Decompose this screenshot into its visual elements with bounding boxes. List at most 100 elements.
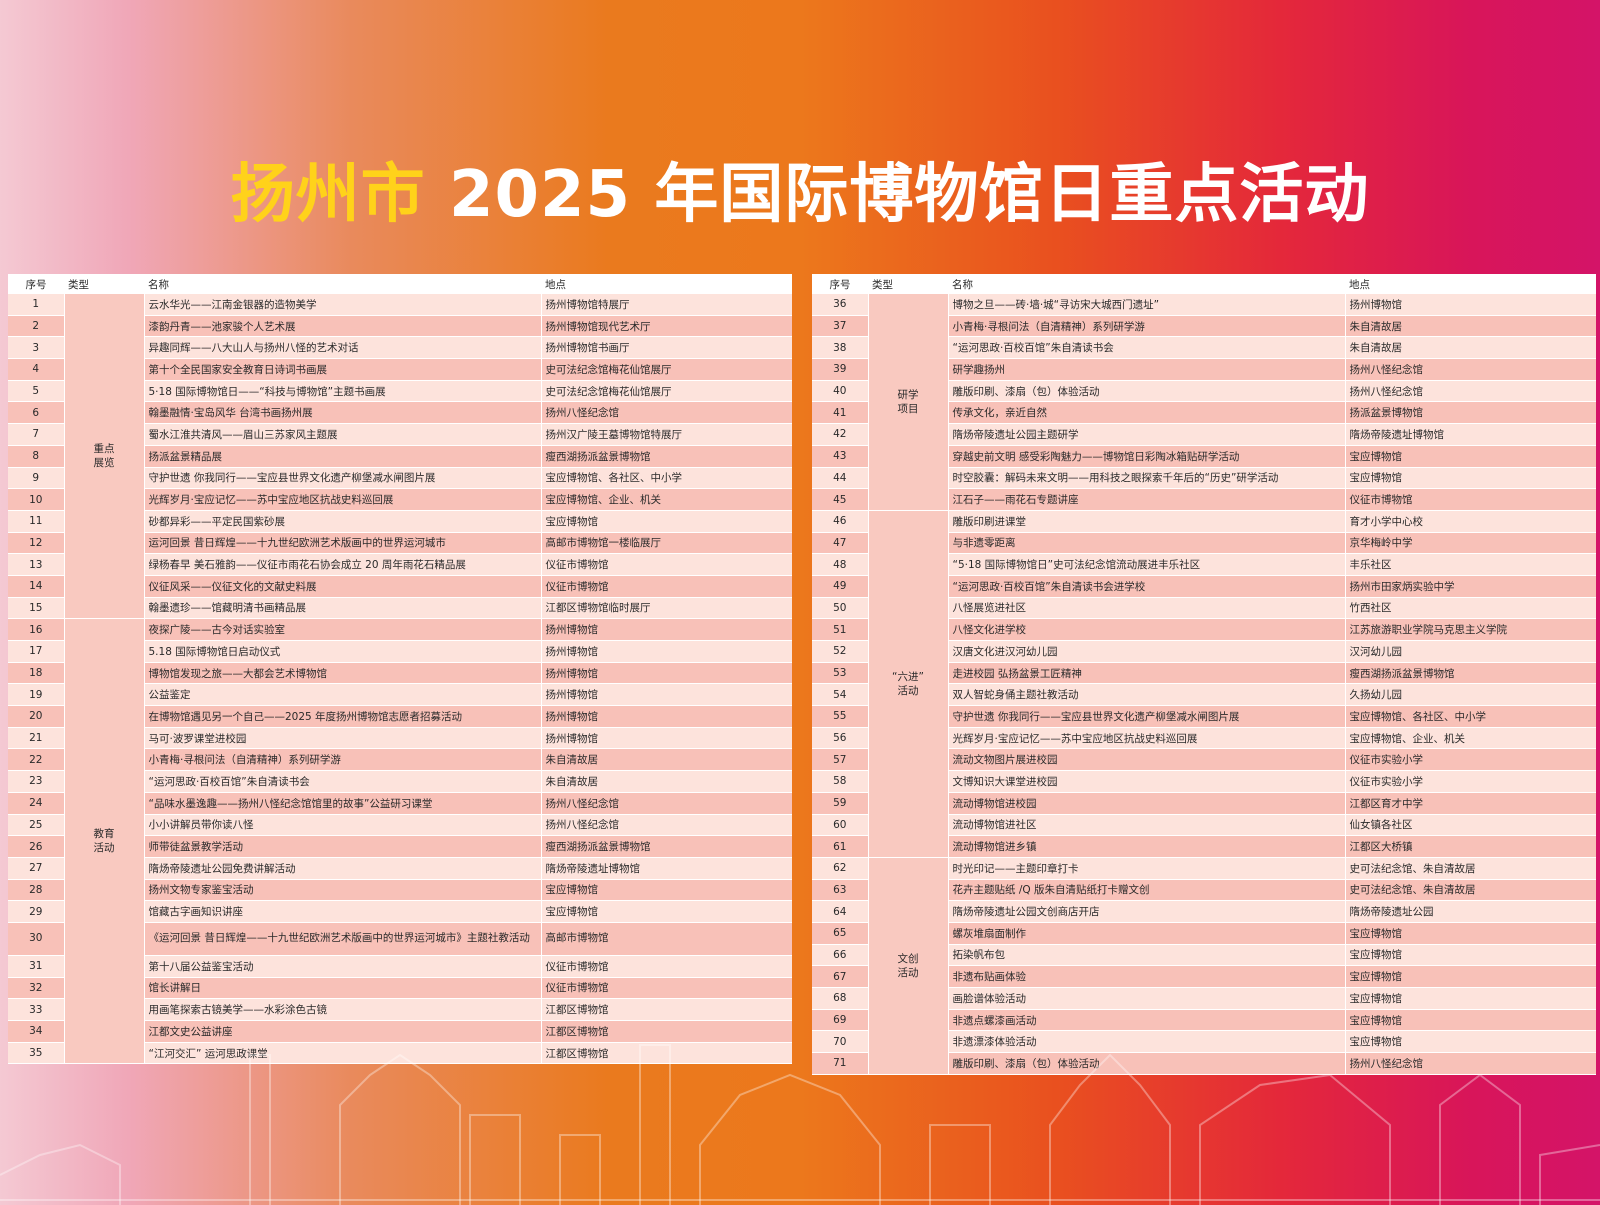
row-number: 26 [8, 835, 65, 858]
activity-place: 育才小学中心校 [1345, 510, 1596, 533]
row-number: 2 [8, 315, 65, 338]
header-no: 序号 [812, 274, 868, 294]
activity-place: 仪征市实验小学 [1345, 748, 1596, 772]
table-row: 61 流动博物馆进乡镇 江都区大桥镇 [812, 835, 1596, 858]
table-row: 13 绿杨春早 美石雅韵——仪征市雨花石协会成立 20 周年雨花石精品展 仪征市博物… [8, 553, 792, 576]
row-number: 35 [8, 1042, 65, 1065]
row-number: 5 [8, 380, 65, 403]
activity-place: 扬州博物馆书画厅 [541, 336, 792, 360]
activity-name: 蜀水江淮共清风——眉山三苏家风主题展 [144, 423, 542, 446]
table-row: 20 在博物馆遇见另一个自己——2025 年度扬州博物馆志愿者招募活动 扬州博物馆 [8, 705, 792, 728]
activity-place: 宝应博物馆 [1345, 944, 1596, 967]
header-place: 地点 [541, 274, 792, 294]
activity-place: 仪征市博物馆 [541, 955, 792, 978]
table-header: 序号 类型 名称 地点 [812, 274, 1596, 294]
activity-place: 扬州八怪纪念馆 [1345, 380, 1596, 403]
table-row: 55 守护世遗 你我同行——宝应县世界文化遗产柳堡减水闸图片展 宝应博物馆、各社区、… [812, 705, 1596, 728]
activity-name: 绿杨春早 美石雅韵——仪征市雨花石协会成立 20 周年雨花石精品展 [144, 553, 542, 576]
activity-name: 螺灰堆扇面制作 [948, 922, 1346, 945]
table-row: 43 穿越史前文明 感受彩陶魅力——博物馆日彩陶冰箱贴研学活动 宝应博物馆 [812, 445, 1596, 468]
table-row: 26 师带徒盆景教学活动 瘦西湖扬派盆景博物馆 [8, 835, 792, 858]
activity-name: 博物之旦——砖·墙·城“寻访宋大城西门遗址” [948, 294, 1346, 316]
table-row: 19 公益鉴定 扬州博物馆 [8, 683, 792, 707]
activity-name: 光辉岁月·宝应记忆——苏中宝应地区抗战史料巡回展 [948, 727, 1346, 750]
row-number: 46 [812, 510, 869, 533]
row-number: 14 [8, 575, 65, 598]
table-row: 42 隋炀帝陵遗址公园主题研学 隋炀帝陵遗址博物馆 [812, 423, 1596, 446]
row-number: 62 [812, 857, 869, 880]
row-number: 44 [812, 467, 869, 490]
activity-place: 高邮市博物馆 [541, 922, 792, 956]
activity-place: 江都区大桥镇 [1345, 835, 1596, 858]
row-number: 38 [812, 336, 869, 360]
table-row: 65 螺灰堆扇面制作 宝应博物馆 [812, 922, 1596, 945]
table-row: 62 文创 活动 时光印记——主题印章打卡 史可法纪念馆、朱自清故居 [812, 857, 1596, 1075]
activity-name: 小青梅·寻根问法（自清精神）系列研学游 [948, 315, 1346, 338]
row-number: 9 [8, 467, 65, 490]
activity-name: 与非遗零距离 [948, 532, 1346, 555]
row-number: 12 [8, 532, 65, 555]
table-row: 49 “运河思政·百校百馆”朱自清读书会进学校 扬州市田家炳实验中学 [812, 575, 1596, 598]
schedule-table-left: 序号 类型 名称 地点 1 重点 展览 云水华光——江南金银器的造物美学 扬州博物馆特… [8, 274, 792, 1065]
row-number: 42 [812, 423, 869, 446]
row-number: 60 [812, 814, 869, 837]
activity-name: 双人智蛇身俑主题社教活动 [948, 683, 1346, 707]
activity-name: 扬州文物专家鉴宝活动 [144, 879, 542, 902]
activity-name: 雕版印刷、漆扇（包）体验活动 [948, 1052, 1346, 1075]
header-type: 类型 [868, 274, 948, 294]
activity-place: 瘦西湖扬派盆景博物馆 [541, 445, 792, 468]
table-row: 9 守护世遗 你我同行——宝应县世界文化遗产柳堡减水闸图片展 宝应博物馆、各社区、中… [8, 467, 792, 490]
activity-place: 扬州八怪纪念馆 [541, 814, 792, 837]
activity-name: 漆韵丹青——池家骏个人艺术展 [144, 315, 542, 338]
activity-place: 仪征市博物馆 [541, 977, 792, 1000]
activity-place: 扬州博物馆 [1345, 294, 1596, 316]
activity-place: 宝应博物馆、企业、机关 [541, 488, 792, 511]
row-number: 8 [8, 445, 65, 468]
table-row: 54 双人智蛇身俑主题社教活动 久扬幼儿园 [812, 683, 1596, 707]
row-number: 50 [812, 597, 869, 620]
activity-name: 光辉岁月·宝应记忆——苏中宝应地区抗战史料巡回展 [144, 488, 542, 511]
activity-place: 江都区育才中学 [1345, 792, 1596, 815]
activity-place: 汉河幼儿园 [1345, 640, 1596, 663]
activity-name: 扬派盆景精品展 [144, 445, 542, 468]
activity-place: 仪征市博物馆 [541, 575, 792, 598]
activity-name: 时空胶囊：解码未来文明——用科技之眼探索千年后的“历史”研学活动 [948, 467, 1346, 490]
activity-name: 流动文物图片展进校园 [948, 748, 1346, 772]
activity-name: 砂都异彩——平定民国紫砂展 [144, 510, 542, 533]
table-row: 27 隋炀帝陵遗址公园免费讲解活动 隋炀帝陵遗址博物馆 [8, 857, 792, 880]
table-row: 69 非遗点螺漆画活动 宝应博物馆 [812, 1009, 1596, 1032]
table-row: 48 “5·18 国际博物馆日”史可法纪念馆流动展进丰乐社区 丰乐社区 [812, 553, 1596, 576]
row-number: 43 [812, 445, 869, 468]
row-number: 64 [812, 900, 869, 923]
activity-name: 流动博物馆进社区 [948, 814, 1346, 837]
table-row: 32 馆长讲解日 仪征市博物馆 [8, 977, 792, 1000]
activity-place: 扬州市田家炳实验中学 [1345, 575, 1596, 598]
activity-name: 云水华光——江南金银器的造物美学 [144, 294, 542, 316]
table-row: 28 扬州文物专家鉴宝活动 宝应博物馆 [8, 879, 792, 902]
activity-name: 马可·波罗课堂进校园 [144, 727, 542, 750]
activity-place: 朱自清故居 [541, 770, 792, 793]
row-number: 33 [8, 998, 65, 1021]
row-number: 31 [8, 955, 65, 978]
activity-name: 非遗漂漆体验活动 [948, 1030, 1346, 1054]
row-number: 20 [8, 705, 65, 728]
table-body-left: 1 重点 展览 云水华光——江南金银器的造物美学 扬州博物馆特展厅 2 漆韵丹青——池家骏… [8, 294, 792, 1065]
activity-place: 扬州八怪纪念馆 [541, 792, 792, 815]
row-number: 27 [8, 857, 65, 880]
table-row: 46 “六进” 活动 雕版印刷进课堂 育才小学中心校 [812, 510, 1596, 858]
activity-place: 江都区博物馆 [541, 998, 792, 1021]
table-row: 16 教育 活动 夜探广陵——古今对话实验室 扬州博物馆 [8, 618, 792, 1065]
table-row: 51 八怪文化进学校 江苏旅游职业学院马克思主义学院 [812, 618, 1596, 641]
table-row: 56 光辉岁月·宝应记忆——苏中宝应地区抗战史料巡回展 宝应博物馆、企业、机关 [812, 727, 1596, 750]
activity-place: 扬州博物馆 [541, 662, 792, 685]
activity-place: 隋炀帝陵遗址公园 [1345, 900, 1596, 923]
row-number: 36 [812, 294, 869, 316]
table-row: 5 5·18 国际博物馆日——“科技与博物馆”主题书画展 史可法纪念馆梅花仙馆展厅 [8, 380, 792, 403]
activity-name: “运河思政·百校百馆”朱自清读书会 [144, 770, 542, 793]
header-name: 名称 [144, 274, 541, 294]
activity-place: 宝应博物馆 [541, 900, 792, 923]
activity-place: 江苏旅游职业学院马克思主义学院 [1345, 618, 1596, 641]
activity-name: 雕版印刷进课堂 [948, 510, 1346, 533]
activity-name: 画脸谱体验活动 [948, 987, 1346, 1010]
row-number: 58 [812, 770, 869, 793]
